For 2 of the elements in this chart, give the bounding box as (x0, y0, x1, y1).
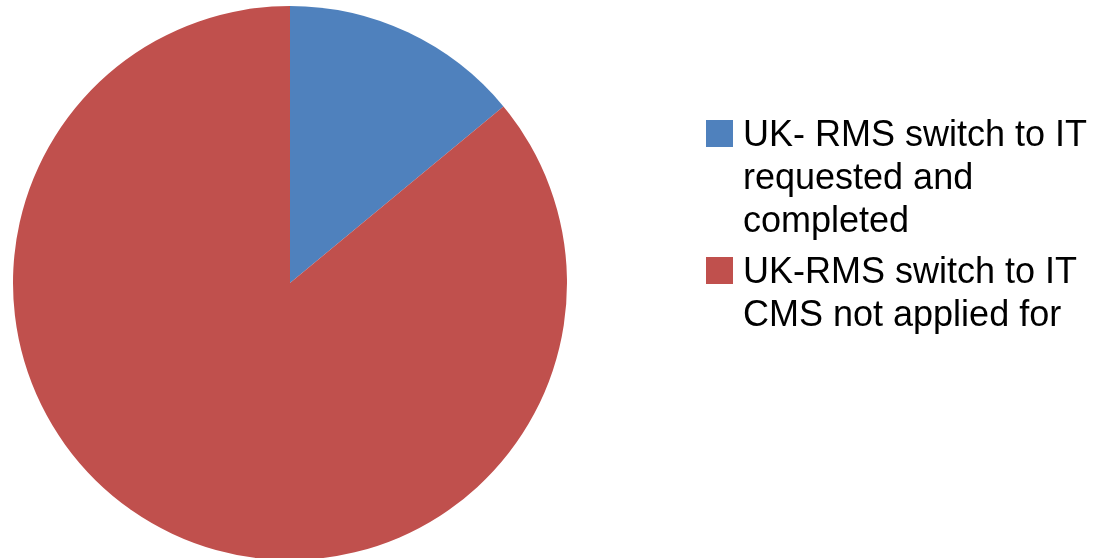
legend-label: UK-RMS switch to IT CMS not applied for (743, 249, 1078, 335)
legend-label: UK- RMS switch to IT requested and completed (743, 112, 1088, 241)
